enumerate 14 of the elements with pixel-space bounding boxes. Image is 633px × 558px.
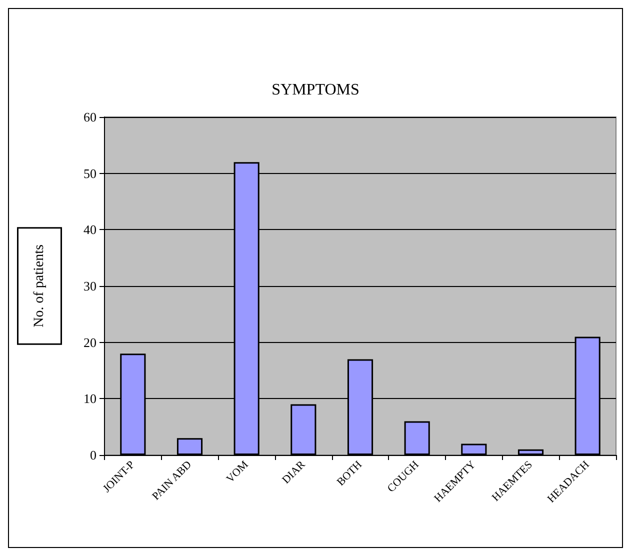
y-tick-label: 40 <box>84 222 96 238</box>
y-tick-label: 50 <box>84 166 96 181</box>
bar <box>461 444 487 455</box>
bar <box>518 449 544 455</box>
y-tick-label: 10 <box>84 391 96 406</box>
chart-title: SYMPTOMS <box>272 82 360 98</box>
y-axis-title: No. of patients <box>32 244 47 328</box>
y-tick-label: 0 <box>90 448 96 462</box>
bar <box>404 421 430 455</box>
y-tick-label: 20 <box>84 334 96 350</box>
y-tick-label: 60 <box>84 110 96 124</box>
bar <box>176 438 203 455</box>
y-tick-label: 30 <box>84 278 96 294</box>
bar <box>290 404 316 455</box>
